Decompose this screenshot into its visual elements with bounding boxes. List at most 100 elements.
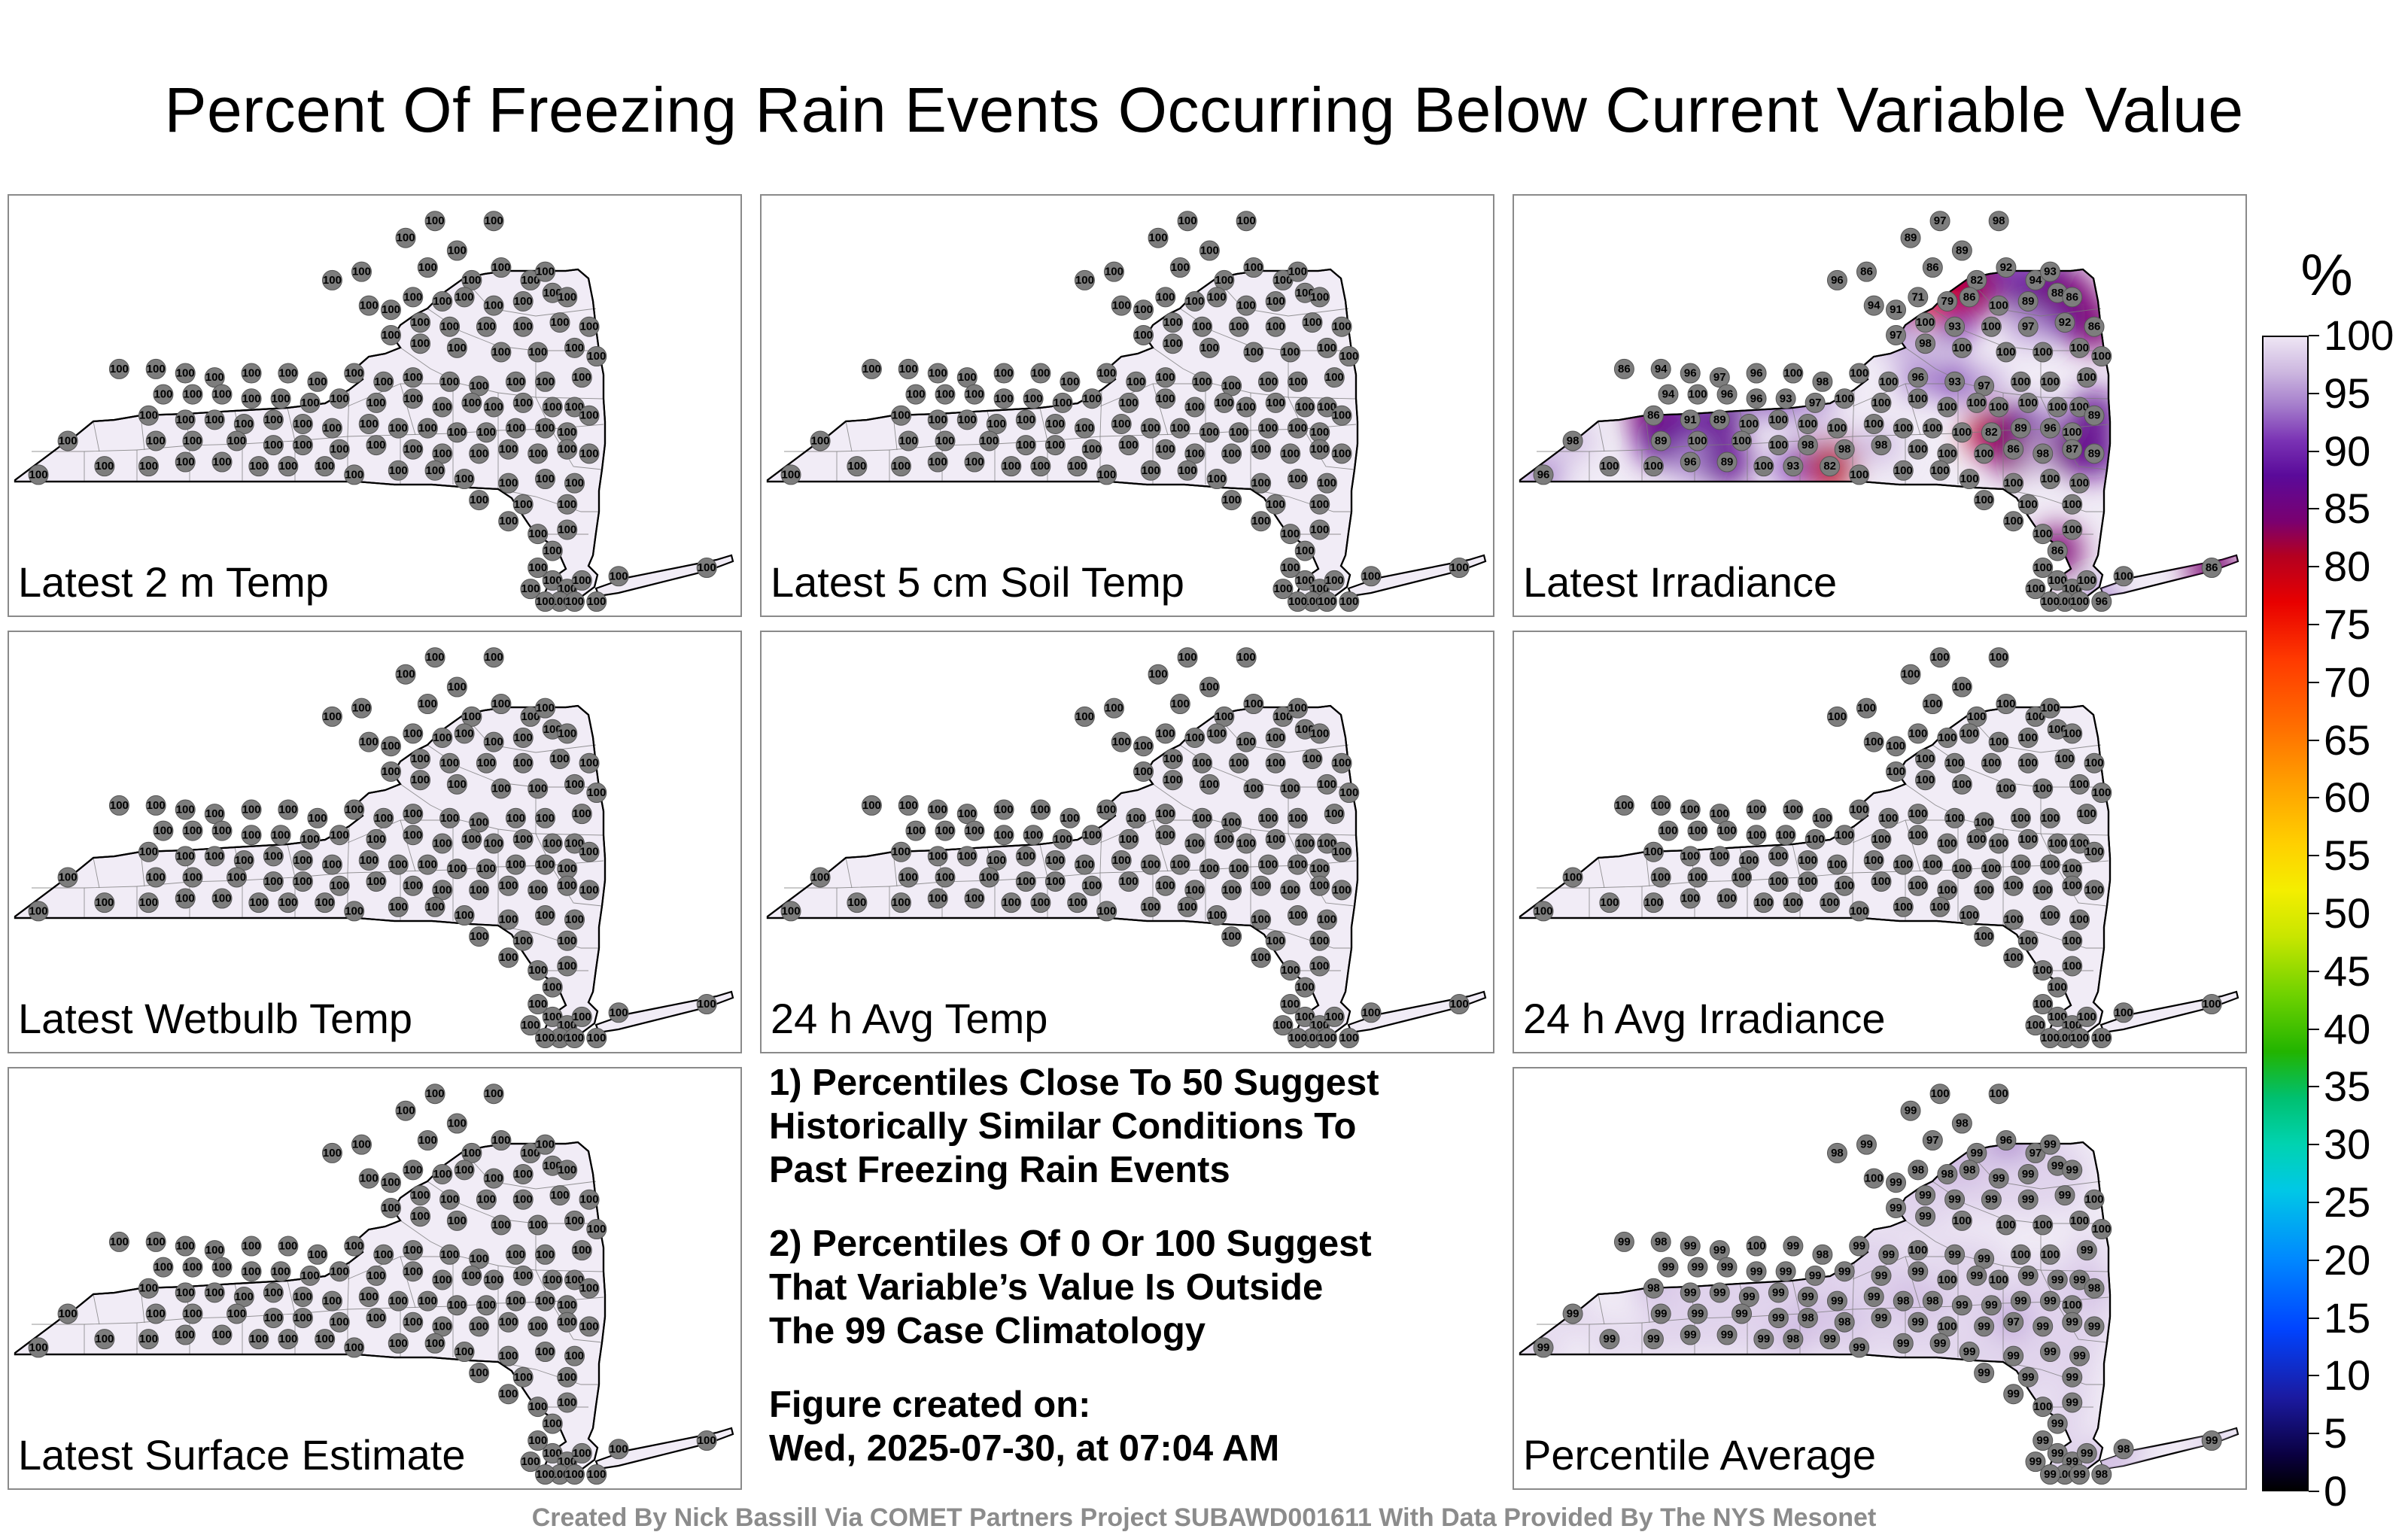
station-marker: 100 bbox=[1317, 833, 1338, 854]
station-value: 100 bbox=[1600, 460, 1619, 473]
station-marker: 100 bbox=[403, 1160, 424, 1181]
station-dot bbox=[454, 1160, 475, 1181]
station-dot bbox=[534, 698, 555, 719]
station-dot bbox=[1738, 413, 1759, 434]
station-value: 100 bbox=[278, 1333, 297, 1345]
station-value: 100 bbox=[1953, 342, 1972, 354]
station-dot bbox=[557, 723, 578, 744]
station-dot bbox=[1908, 804, 1929, 825]
station-dot bbox=[898, 430, 919, 451]
station-dot bbox=[1826, 418, 1847, 439]
station-dot bbox=[1111, 413, 1132, 434]
station-marker: 100 bbox=[1280, 778, 1301, 799]
station-marker: 100 bbox=[483, 211, 504, 232]
station-value: 100 bbox=[440, 757, 459, 770]
station-dot bbox=[557, 930, 578, 951]
station-dot bbox=[278, 1236, 299, 1257]
station-dot bbox=[439, 1244, 461, 1265]
station-marker: 100 bbox=[344, 1236, 365, 1257]
station-dot bbox=[1111, 731, 1132, 752]
station-dot bbox=[2062, 287, 2083, 308]
station-marker: 100 bbox=[1199, 337, 1220, 358]
station-value: 100 bbox=[323, 1295, 342, 1308]
station-value: 100 bbox=[411, 774, 430, 786]
station-dot bbox=[153, 820, 174, 841]
station-dot bbox=[905, 384, 926, 405]
station-dot bbox=[2039, 1290, 2060, 1312]
station-marker: 89 bbox=[2010, 418, 2031, 439]
station-dot bbox=[1680, 363, 1701, 384]
station-marker: 100 bbox=[505, 371, 526, 392]
station-dot bbox=[993, 363, 1014, 384]
station-dot bbox=[2017, 1366, 2039, 1388]
station-value: 99 bbox=[2073, 1350, 2086, 1363]
station-marker: 100 bbox=[2033, 880, 2054, 901]
station-marker: 100 bbox=[1206, 287, 1227, 308]
station-marker: 100 bbox=[1959, 905, 1980, 926]
station-marker: 100 bbox=[542, 977, 563, 998]
station-marker: 100 bbox=[263, 409, 284, 430]
station-dot bbox=[1988, 397, 2009, 418]
station-value: 100 bbox=[1564, 871, 1583, 883]
station-marker: 100 bbox=[1716, 888, 1738, 909]
station-marker: 100 bbox=[446, 676, 467, 698]
station-dot bbox=[1331, 752, 1352, 774]
station-marker: 100 bbox=[1177, 647, 1198, 668]
station-value: 100 bbox=[521, 1147, 540, 1160]
station-dot bbox=[1915, 1185, 1936, 1206]
station-value: 100 bbox=[514, 498, 533, 511]
station-dot bbox=[182, 820, 203, 841]
station-marker: 100 bbox=[1243, 694, 1264, 715]
station-dot bbox=[1228, 752, 1249, 774]
field-blob bbox=[1986, 1142, 2026, 1160]
station-dot bbox=[564, 909, 585, 930]
station-marker: 100 bbox=[528, 558, 549, 579]
station-marker: 98 bbox=[1562, 430, 1583, 451]
station-marker: 100 bbox=[278, 456, 299, 477]
station-value: 100 bbox=[543, 1274, 562, 1287]
station-value: 100 bbox=[1046, 854, 1065, 867]
station-dot bbox=[1687, 867, 1708, 888]
station-dot bbox=[571, 570, 592, 591]
station-dot bbox=[1309, 439, 1330, 460]
station-marker: 100 bbox=[571, 1006, 592, 1027]
station-marker: 100 bbox=[1294, 570, 1315, 591]
station-marker: 100 bbox=[579, 1189, 600, 1210]
station-marker: 100 bbox=[204, 367, 225, 388]
station-value: 100 bbox=[1171, 422, 1190, 435]
station-marker: 100 bbox=[395, 227, 416, 248]
station-value: 100 bbox=[139, 896, 158, 909]
station-value: 100 bbox=[558, 862, 576, 875]
station-dot bbox=[263, 846, 284, 867]
station-value: 100 bbox=[1288, 473, 1307, 485]
station-dot bbox=[1339, 783, 1360, 804]
station-value: 100 bbox=[1908, 392, 1927, 405]
station-dot bbox=[1643, 841, 1664, 862]
station-marker: 100 bbox=[1613, 795, 1634, 816]
station-marker: 100 bbox=[2076, 570, 2097, 591]
station-dot bbox=[2017, 392, 2039, 413]
station-marker: 100 bbox=[1015, 409, 1036, 430]
station-value: 100 bbox=[403, 807, 422, 820]
station-dot bbox=[1155, 287, 1176, 308]
station-value: 100 bbox=[418, 261, 437, 274]
station-value: 100 bbox=[565, 1032, 584, 1044]
station-marker: 100 bbox=[1199, 676, 1220, 698]
station-marker: 100 bbox=[461, 1265, 482, 1286]
station-dot bbox=[211, 384, 233, 405]
station-marker: 100 bbox=[1169, 854, 1190, 875]
station-dot bbox=[1650, 1231, 1671, 1252]
station-marker: 100 bbox=[2069, 1028, 2090, 1049]
station-marker: 99 bbox=[1716, 1324, 1738, 1345]
station-dot bbox=[1951, 774, 1972, 795]
station-dot bbox=[2017, 828, 2039, 850]
station-marker: 100 bbox=[564, 833, 585, 854]
station-marker: 100 bbox=[956, 846, 977, 867]
station-marker: 100 bbox=[204, 846, 225, 867]
station-value: 100 bbox=[587, 350, 606, 363]
station-value: 100 bbox=[1119, 833, 1138, 846]
station-dot bbox=[388, 854, 409, 875]
station-dot bbox=[1177, 647, 1198, 668]
station-value: 100 bbox=[1644, 896, 1663, 909]
station-dot bbox=[461, 269, 482, 290]
